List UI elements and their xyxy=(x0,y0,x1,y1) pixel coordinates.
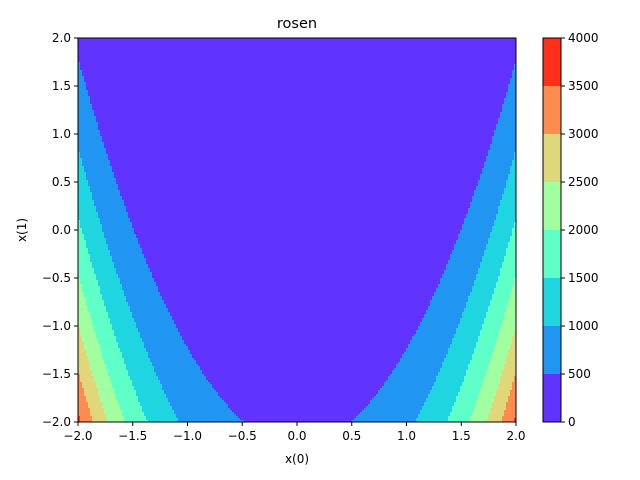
x-tick-label: 1.5 xyxy=(452,429,471,443)
x-tick-label: −1.0 xyxy=(173,429,202,443)
colorbar-tick-label: 3500 xyxy=(568,79,599,93)
colorbar-segment xyxy=(543,326,561,374)
colorbar-segment xyxy=(543,230,561,278)
y-tick-label: −2.0 xyxy=(42,415,71,429)
colorbar-segment xyxy=(543,182,561,230)
y-tick-label: 2.0 xyxy=(52,31,71,45)
y-tick-label: 0.0 xyxy=(52,223,71,237)
colorbar-segment xyxy=(543,278,561,326)
colorbar-tick-label: 1500 xyxy=(568,271,599,285)
colorbar-tick-label: 4000 xyxy=(568,31,599,45)
x-tick-label: 0.5 xyxy=(342,429,361,443)
colorbar-segment xyxy=(543,134,561,182)
colorbar-segment xyxy=(543,374,561,422)
y-tick-label: −0.5 xyxy=(42,271,71,285)
x-tick-label: −0.5 xyxy=(228,429,257,443)
y-tick-label: −1.0 xyxy=(42,319,71,333)
contour-band-0-500 xyxy=(78,38,516,422)
contour-band-1500-2000 xyxy=(78,220,516,422)
colorbar-tick-label: 500 xyxy=(568,367,591,381)
x-tick-label: −1.5 xyxy=(118,429,147,443)
colorbar-segment xyxy=(543,86,561,134)
colorbar-segment xyxy=(543,38,561,86)
colorbar-tick-label: 2000 xyxy=(568,223,599,237)
colorbar-tick-label: 1000 xyxy=(568,319,599,333)
y-tick-label: 1.0 xyxy=(52,127,71,141)
x-axis-label: x(0) xyxy=(285,452,309,466)
y-tick-label: 0.5 xyxy=(52,175,71,189)
colorbar-tick-label: 3000 xyxy=(568,127,599,141)
x-tick-label: 2.0 xyxy=(506,429,525,443)
plot-area xyxy=(78,38,516,422)
colorbar-tick-label: 0 xyxy=(568,415,576,429)
y-axis: −2.0 −1.5 −1.0 −0.5 0.0 0.5 1.0 1.5 2.0 xyxy=(42,31,78,429)
y-axis-label: x(1) xyxy=(15,218,29,242)
colorbar-tick-label: 2500 xyxy=(568,175,599,189)
x-tick-label: 0.0 xyxy=(287,429,306,443)
y-tick-label: 1.5 xyxy=(52,79,71,93)
y-tick-label: −1.5 xyxy=(42,367,71,381)
x-tick-label: −2.0 xyxy=(63,429,92,443)
chart-title: rosen xyxy=(277,16,317,32)
colorbar: 0 500 1000 1500 2000 2500 3000 3500 4000 xyxy=(542,31,599,429)
x-axis: −2.0 −1.5 −1.0 −0.5 0.0 0.5 1.0 1.5 2.0 xyxy=(63,422,526,443)
x-tick-label: 1.0 xyxy=(397,429,416,443)
